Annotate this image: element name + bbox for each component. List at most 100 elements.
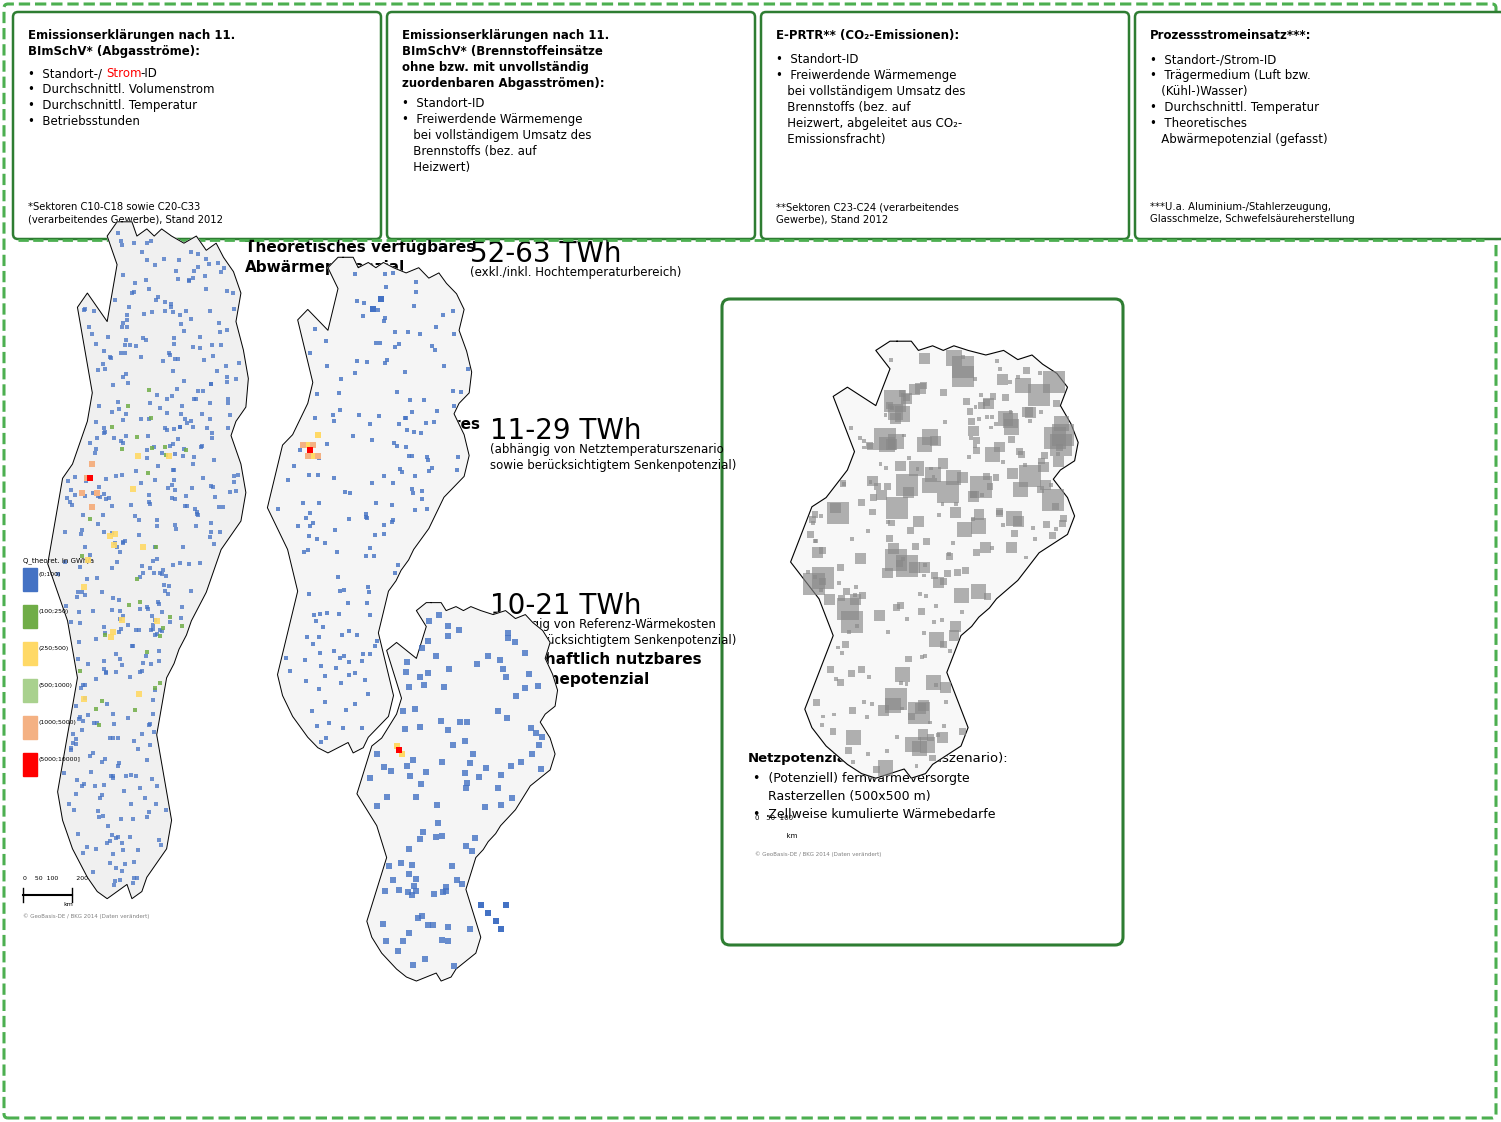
Point	[446, 448, 470, 466]
Point	[934, 693, 958, 711]
Point	[414, 414, 438, 432]
Point	[179, 311, 203, 329]
Point	[165, 380, 189, 398]
Text: •  (Potenziell) fernwärmeversorgte: • (Potenziell) fernwärmeversorgte	[754, 772, 970, 785]
Point	[914, 532, 938, 550]
Point	[919, 728, 943, 746]
Point	[908, 586, 932, 604]
Point	[880, 435, 904, 453]
Point	[970, 397, 994, 415]
Point	[374, 309, 398, 327]
Point	[170, 598, 194, 616]
Point	[78, 469, 102, 487]
Point	[167, 270, 191, 288]
Point	[483, 912, 507, 930]
Point	[344, 265, 368, 283]
Point	[111, 611, 135, 629]
Point	[449, 383, 473, 401]
Point	[116, 312, 140, 330]
Point	[198, 528, 222, 546]
Point	[108, 601, 132, 619]
Point	[1043, 497, 1067, 515]
Point	[122, 283, 146, 301]
Point	[1027, 386, 1051, 404]
Point	[59, 741, 83, 758]
Point	[365, 745, 389, 763]
Point	[468, 896, 492, 914]
Bar	[23, 642, 36, 665]
Point	[110, 232, 134, 250]
Point	[884, 690, 908, 708]
Point	[950, 368, 974, 386]
Point	[450, 875, 474, 893]
Point	[78, 509, 102, 527]
Point	[374, 265, 398, 283]
Point	[857, 436, 881, 454]
Point	[530, 728, 554, 746]
Point	[914, 587, 938, 605]
Point	[398, 678, 422, 696]
Point	[129, 348, 153, 366]
Point	[332, 647, 356, 665]
Point	[803, 532, 827, 550]
Point	[1043, 429, 1067, 447]
Point	[225, 466, 249, 484]
Point	[416, 632, 440, 650]
Point	[961, 509, 985, 527]
Point	[883, 410, 907, 427]
Point	[859, 473, 883, 491]
Point	[212, 259, 236, 277]
Point	[134, 789, 158, 807]
Point	[380, 496, 404, 514]
Point	[135, 251, 159, 269]
Point	[285, 517, 309, 535]
Point	[135, 233, 159, 251]
Point	[404, 789, 428, 807]
Point	[303, 611, 327, 629]
Point	[162, 471, 186, 489]
Point	[440, 857, 464, 875]
Point	[117, 828, 141, 846]
Point	[216, 420, 240, 438]
Point	[161, 557, 185, 574]
Point	[63, 486, 87, 504]
Point	[153, 581, 177, 599]
Point	[1006, 368, 1030, 386]
Point	[498, 757, 522, 775]
Point	[377, 856, 401, 874]
Point	[87, 716, 111, 734]
Point	[96, 328, 120, 346]
Point	[345, 626, 369, 644]
Point	[1000, 431, 1024, 449]
Point	[312, 534, 336, 552]
Point	[1003, 524, 1027, 542]
Point	[93, 749, 117, 767]
Point	[405, 909, 429, 927]
Point	[297, 526, 321, 544]
Point	[156, 479, 180, 497]
Point	[159, 295, 183, 313]
Point	[979, 478, 1003, 496]
Point	[144, 292, 168, 310]
Point	[147, 592, 171, 610]
Point	[404, 273, 428, 291]
Point	[416, 664, 440, 682]
Point	[210, 498, 234, 516]
Point	[75, 838, 99, 856]
Point	[99, 349, 123, 367]
Point	[923, 597, 947, 615]
Point	[913, 559, 937, 577]
Point	[185, 504, 209, 522]
Point	[68, 559, 92, 577]
Point	[354, 509, 378, 527]
Point	[72, 844, 96, 862]
Point	[72, 539, 96, 557]
Point	[98, 348, 122, 366]
Point	[108, 872, 132, 890]
Point	[1021, 518, 1045, 536]
Point	[188, 340, 212, 358]
Point	[150, 564, 174, 582]
Point	[1030, 452, 1054, 470]
Point	[200, 424, 224, 442]
Text: sowie berücksichtigtem Senkenpotenzial): sowie berücksichtigtem Senkenpotenzial)	[489, 634, 737, 647]
